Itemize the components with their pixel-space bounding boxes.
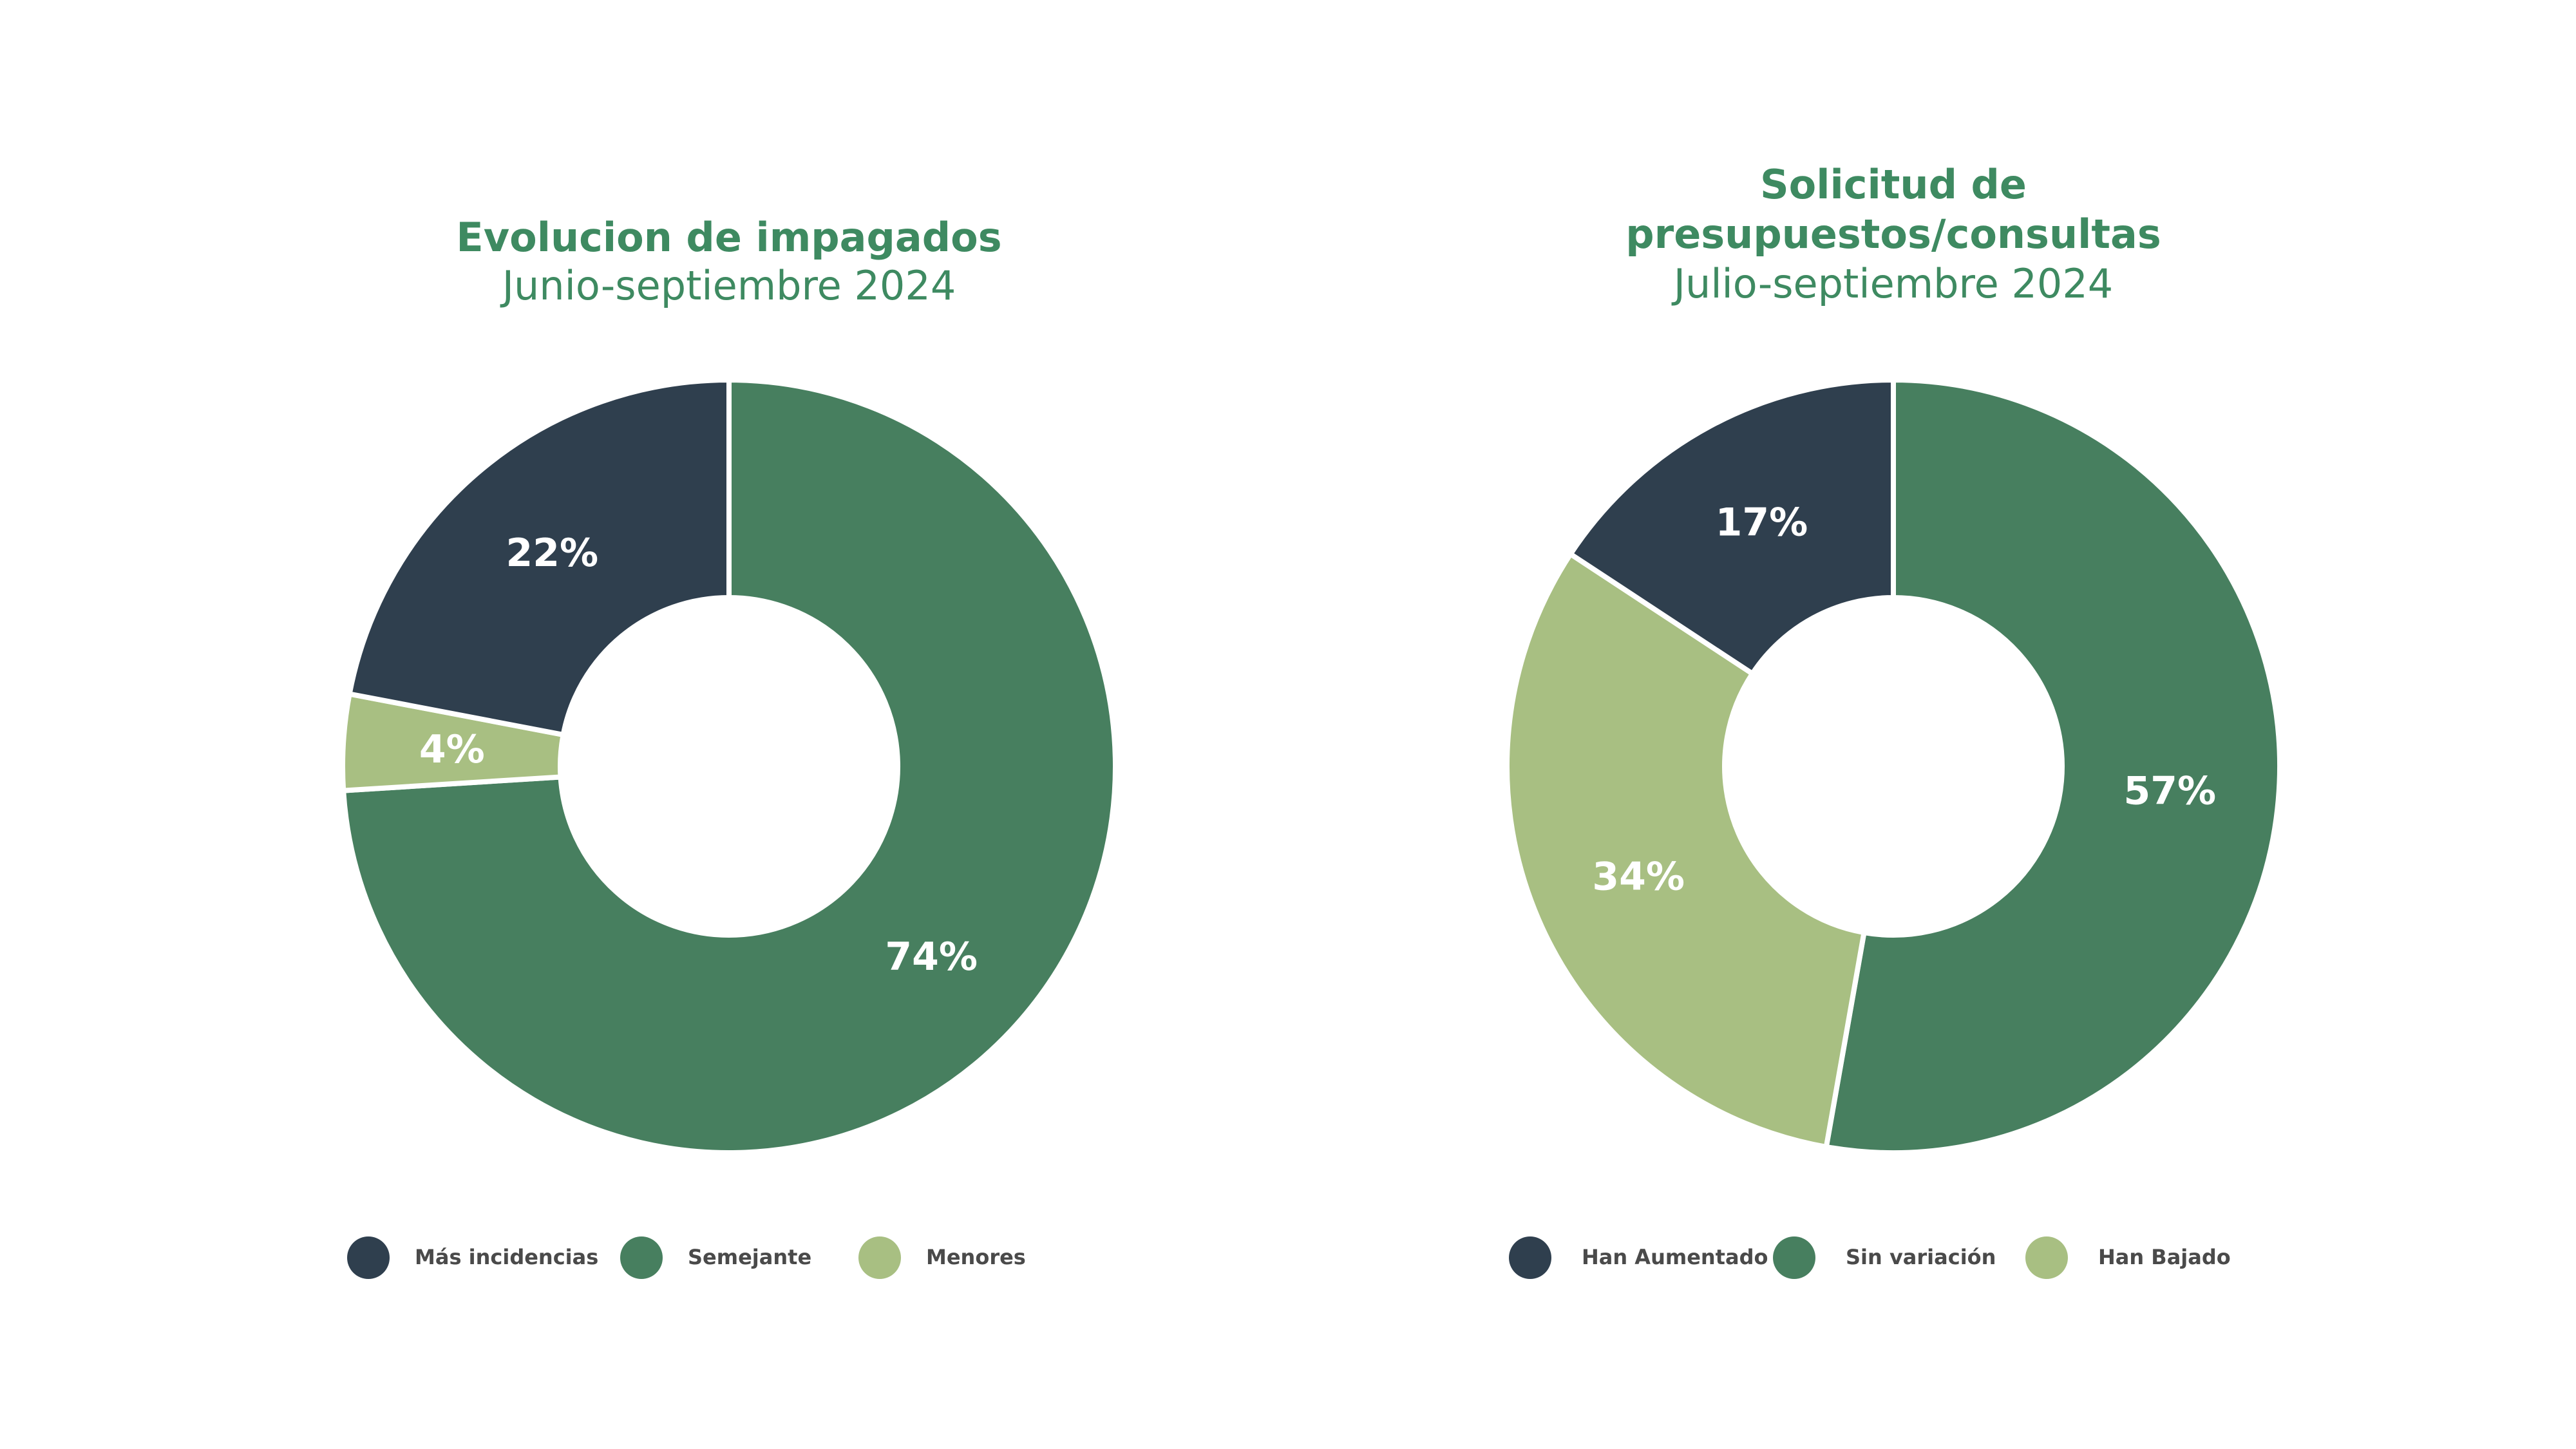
legend-swatch-mas-incidencias	[347, 1236, 390, 1279]
legend-label-han-bajado: Han Bajado	[2098, 1245, 2231, 1269]
legend-label-han-aumentado: Han Aumentado	[1582, 1245, 1768, 1269]
legend-label-sin-variacion: Sin variación	[1846, 1245, 1996, 1269]
chart-1-subtitle: Junio-septiembre 2024	[500, 262, 956, 309]
slice-label-sin-variacion: 57%	[2124, 769, 2217, 814]
legend-label-mas-incidencias: Más incidencias	[415, 1245, 598, 1269]
chart-2-legend: Han Aumentado Sin variación Han Bajado	[1509, 1236, 2231, 1279]
chart-2-donut: 57% 34% 17%	[1504, 377, 2282, 1155]
chart-impagados: Evolucion de impagados Junio-septiembre …	[340, 214, 1118, 1279]
legend-label-menores: Menores	[926, 1245, 1026, 1269]
chart-2-title-line-1: Solicitud de	[1760, 161, 2027, 208]
legend-swatch-sin-variacion	[1773, 1236, 1815, 1279]
chart-1-donut: 74% 4% 22%	[340, 377, 1118, 1155]
legend-label-semejante: Semejante	[688, 1245, 811, 1269]
slice-sin-variacion	[1823, 377, 2282, 1155]
legend-swatch-han-aumentado	[1509, 1236, 1551, 1279]
slice-han-aumentado	[1567, 377, 1896, 677]
slice-label-menores: 4%	[419, 727, 485, 772]
slice-han-bajado	[1504, 551, 1867, 1150]
legend-swatch-semejante	[620, 1236, 663, 1279]
chart-2-subtitle: Julio-septiembre 2024	[1671, 260, 2113, 307]
chart-2-title-line-2: presupuestos/consultas	[1625, 211, 2161, 258]
legend-swatch-han-bajado	[2025, 1236, 2068, 1279]
slice-semejante	[341, 377, 1118, 1155]
slice-label-semejante: 74%	[885, 934, 978, 980]
chart-presupuestos: Solicitud de presupuestos/consultas Juli…	[1504, 161, 2282, 1279]
chart-1-legend: Más incidencias Semejante Menores	[347, 1236, 1026, 1279]
chart-1-title: Evolucion de impagados	[456, 214, 1001, 261]
slice-mas-incidencias	[346, 377, 732, 737]
legend-swatch-menores	[858, 1236, 901, 1279]
slice-label-han-bajado: 34%	[1592, 855, 1685, 900]
slice-label-han-aumentado: 17%	[1716, 500, 1808, 545]
slice-label-mas-incidencias: 22%	[506, 531, 598, 576]
